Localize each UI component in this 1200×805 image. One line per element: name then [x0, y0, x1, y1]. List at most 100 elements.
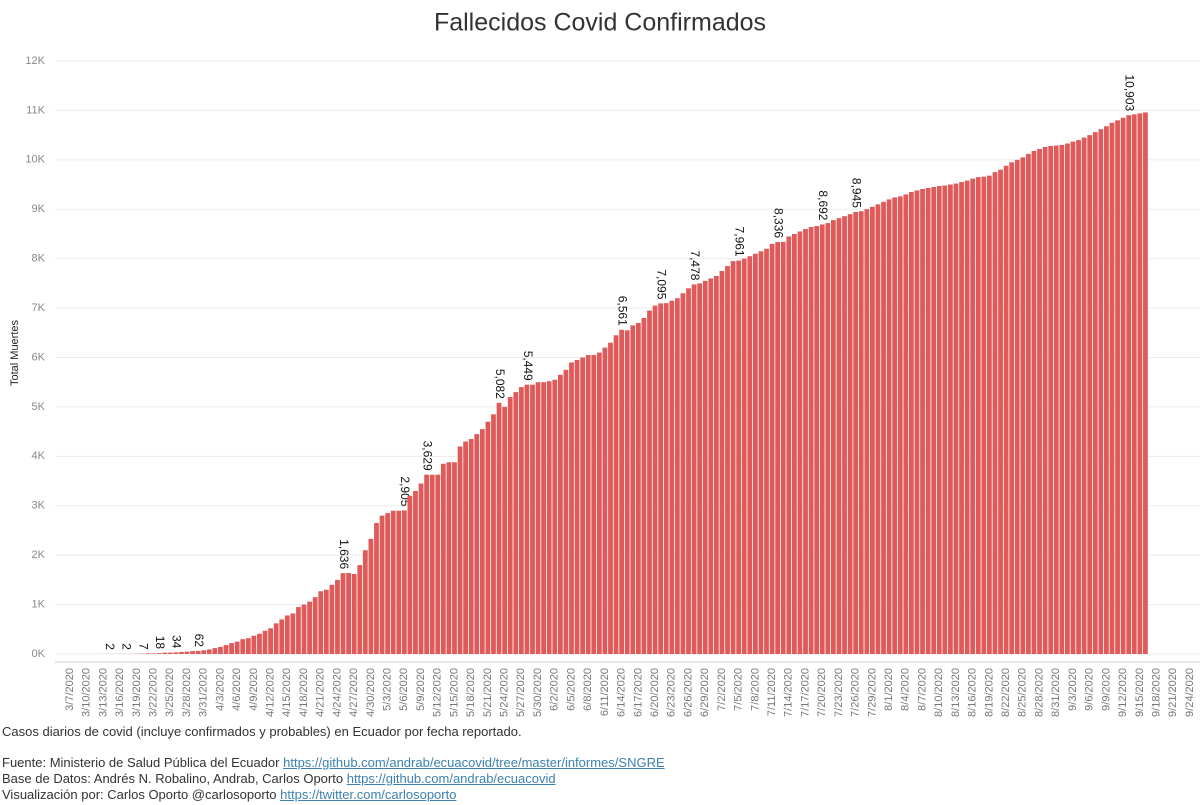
- bar: [669, 300, 675, 654]
- bar: [457, 446, 463, 654]
- bar: [1076, 140, 1081, 655]
- bar: [229, 643, 234, 654]
- y-tick-label: 10K: [25, 154, 45, 166]
- bar: [725, 266, 730, 654]
- x-tick-label: 8/4/2020: [900, 668, 912, 711]
- bar: [780, 241, 786, 655]
- bar: [959, 182, 964, 654]
- y-tick-label: 8K: [32, 253, 46, 265]
- x-tick-label: 3/10/2020: [81, 668, 93, 717]
- bar: [1014, 159, 1020, 655]
- bar: [1131, 114, 1137, 655]
- x-tick-label: 7/29/2020: [866, 668, 878, 717]
- value-label: 62: [192, 634, 206, 648]
- bar: [830, 220, 836, 654]
- bar: [730, 261, 736, 654]
- credit: Visualización por: Carlos Oporto @carlos…: [2, 787, 665, 803]
- x-tick-label: 6/26/2020: [682, 668, 694, 717]
- x-tick-label: 8/13/2020: [950, 668, 962, 717]
- bar: [624, 330, 630, 654]
- bar: [1020, 157, 1026, 655]
- credit-text: Fuente: Ministerio de Salud Pública del …: [2, 755, 280, 770]
- x-tick-label: 9/9/2020: [1100, 668, 1112, 711]
- bar: [396, 510, 402, 654]
- bar: [351, 573, 357, 654]
- bar: [184, 651, 190, 654]
- y-tick-label: 9K: [32, 203, 46, 215]
- bar: [663, 303, 669, 654]
- x-tick-label: 7/8/2020: [749, 668, 761, 711]
- bar: [362, 550, 368, 654]
- x-tick-label: 5/21/2020: [482, 668, 494, 717]
- bar: [446, 462, 452, 654]
- bar: [145, 653, 151, 654]
- x-tick-label: 4/18/2020: [298, 668, 310, 717]
- bar: [530, 384, 535, 654]
- value-label: 7,095: [654, 269, 668, 299]
- bar: [981, 176, 987, 654]
- bar: [346, 572, 351, 654]
- bar: [825, 223, 831, 654]
- x-tick-label: 4/15/2020: [281, 668, 293, 717]
- x-tick-label: 9/24/2020: [1184, 668, 1196, 717]
- bar: [524, 384, 530, 654]
- x-tick-label: 3/16/2020: [114, 668, 126, 717]
- bar: [340, 573, 346, 654]
- bar: [613, 335, 619, 654]
- bar: [234, 641, 240, 654]
- bar: [931, 187, 937, 654]
- x-tick-label: 7/14/2020: [783, 668, 795, 717]
- bar: [245, 638, 251, 654]
- bar: [596, 352, 602, 654]
- y-tick-label: 12K: [25, 55, 45, 67]
- credit-link[interactable]: https://github.com/andrab/ecuacovid/tree…: [283, 755, 665, 770]
- x-tick-label: 8/22/2020: [1000, 668, 1012, 717]
- bar: [284, 615, 290, 654]
- x-tick-label: 7/23/2020: [833, 668, 845, 717]
- bar: [1048, 145, 1054, 654]
- x-tick-label: 8/28/2020: [1033, 668, 1045, 717]
- bar: [970, 178, 976, 654]
- y-axis-label: Total Muertes: [9, 319, 21, 386]
- bar: [635, 322, 641, 654]
- bar: [1137, 113, 1143, 655]
- x-tick-label: 5/18/2020: [465, 668, 477, 717]
- credit: Base de Datos: Andrés N. Robalino, Andra…: [2, 771, 665, 787]
- bar: [1143, 112, 1148, 655]
- y-tick-label: 4K: [32, 450, 46, 462]
- bar: [218, 646, 223, 654]
- value-label: 5,449: [521, 351, 535, 381]
- x-tick-label: 6/17/2020: [632, 668, 644, 717]
- bar: [1065, 143, 1070, 655]
- bar: [881, 201, 886, 654]
- bar: [741, 258, 747, 654]
- value-label: 8,945: [849, 178, 863, 208]
- bar: [1104, 126, 1109, 655]
- bar: [619, 329, 625, 654]
- bar: [808, 227, 814, 655]
- bar: [942, 185, 948, 654]
- credit-link[interactable]: https://github.com/andrab/ecuacovid: [346, 771, 556, 786]
- credit-link[interactable]: https://twitter.com/carlosoporto: [280, 787, 457, 802]
- x-tick-label: 3/19/2020: [131, 668, 143, 717]
- value-label: 5,082: [493, 369, 507, 399]
- bar: [418, 483, 424, 654]
- bar: [975, 177, 981, 655]
- bar: [151, 653, 156, 654]
- credit: Fuente: Ministerio de Salud Pública del …: [2, 755, 665, 771]
- x-tick-label: 4/6/2020: [231, 668, 243, 711]
- bar: [875, 204, 881, 654]
- bar: [1070, 141, 1076, 654]
- x-tick-label: 8/1/2020: [883, 668, 895, 711]
- bar: [1003, 165, 1009, 654]
- bar: [279, 619, 285, 654]
- bar: [318, 591, 324, 654]
- x-tick-label: 9/18/2020: [1150, 668, 1162, 717]
- bar: [775, 242, 781, 654]
- value-label: 6,561: [615, 296, 629, 326]
- x-tick-label: 4/3/2020: [214, 668, 226, 711]
- x-tick-label: 7/5/2020: [733, 668, 745, 711]
- bar: [251, 635, 257, 654]
- bar: [541, 382, 547, 654]
- bar: [479, 429, 485, 654]
